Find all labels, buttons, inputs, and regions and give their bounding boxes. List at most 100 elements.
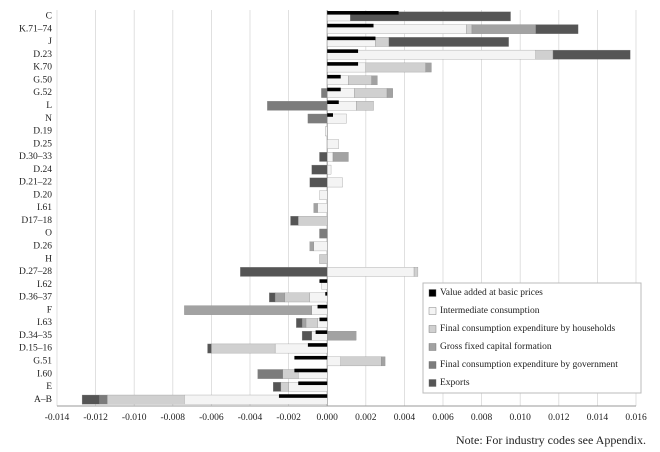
bar-segment — [267, 101, 328, 111]
bar-segment — [309, 241, 314, 252]
x-tick-label: -0.012 — [83, 413, 108, 423]
y-tick-label: D.30–33 — [19, 152, 52, 162]
bar-segment — [471, 24, 536, 34]
legend-swatch — [428, 307, 437, 315]
y-tick-label: I.60 — [37, 369, 52, 379]
bar-segment — [313, 203, 318, 213]
bar-segment — [321, 88, 328, 98]
y-tick-label: D.21–22 — [19, 178, 52, 188]
bar-segment — [327, 177, 343, 188]
bar-segment — [81, 394, 100, 405]
value-added-bar — [327, 23, 374, 28]
bar-segment — [327, 49, 536, 60]
bar-segment — [317, 203, 328, 213]
x-tick-label: 0.006 — [432, 413, 454, 423]
y-tick-label: D.36–37 — [19, 293, 52, 303]
bar-segment — [375, 37, 390, 47]
y-tick-label: I.62 — [37, 280, 52, 290]
x-tick-label: 0.000 — [317, 413, 339, 423]
y-tick-label: O — [45, 229, 52, 239]
y-tick-label: D.27–28 — [19, 267, 52, 277]
legend-swatch — [428, 361, 437, 369]
x-tick-label: 0.002 — [355, 413, 377, 423]
bar-segment — [552, 49, 631, 60]
legend-label: Value added at basic prices — [440, 288, 543, 298]
y-tick-label: E — [46, 382, 52, 392]
legend-label: Intermediate consumption — [440, 306, 540, 316]
value-added-bar — [327, 49, 359, 53]
y-tick-label: H — [45, 254, 52, 264]
bar-segment — [413, 267, 419, 277]
x-tick-label: -0.014 — [45, 413, 70, 423]
bar-segment — [327, 152, 334, 162]
value-added-bar — [319, 317, 328, 322]
y-tick-label: D.24 — [33, 165, 52, 175]
bar-segment — [371, 75, 378, 86]
bar-segment — [327, 139, 339, 149]
bar-segment — [207, 343, 212, 354]
legend-label: Exports — [440, 378, 470, 388]
y-tick-label: G.51 — [33, 356, 52, 366]
bar-segment — [348, 75, 372, 86]
bar-segment — [99, 394, 108, 405]
x-tick-label: 0.004 — [394, 413, 416, 423]
value-added-bar — [315, 330, 328, 334]
bar-segment — [274, 292, 285, 303]
bar-segment — [309, 292, 328, 303]
bar-segment — [327, 164, 332, 175]
bar-segment — [350, 11, 511, 22]
bar-segment — [388, 37, 509, 47]
value-added-bar — [327, 11, 399, 15]
bar-segment — [284, 292, 310, 303]
x-tick-label: 0.014 — [587, 413, 609, 423]
y-tick-label: D.26 — [33, 242, 52, 252]
bar-segment — [365, 62, 426, 73]
value-added-bar — [294, 355, 328, 360]
value-added-bar — [294, 368, 328, 373]
bar-segment — [386, 88, 393, 98]
y-tick-label: K.71–74 — [19, 24, 52, 34]
y-tick-label: A–B — [34, 395, 52, 405]
legend-label: Final consumption expenditure by governm… — [440, 360, 618, 370]
bar-segment — [319, 152, 328, 162]
value-added-bar — [278, 394, 328, 398]
value-added-bar — [327, 87, 341, 92]
x-tick-label: 0.010 — [510, 413, 532, 423]
y-tick-label: G.50 — [33, 75, 52, 85]
value-added-bar — [317, 304, 328, 309]
y-tick-label: F — [47, 305, 52, 315]
y-tick-label: J — [48, 37, 52, 47]
bar-segment — [311, 164, 328, 175]
legend-label: Final consumption expenditure by househo… — [440, 324, 616, 334]
legend-label: Gross fixed capital formation — [440, 341, 552, 352]
value-added-bar — [298, 381, 328, 386]
legend-swatch — [428, 289, 437, 297]
y-tick-label: C — [46, 12, 52, 22]
x-tick-label: -0.002 — [276, 413, 301, 423]
y-tick-label: G.52 — [33, 88, 52, 98]
value-added-bar — [327, 36, 376, 41]
x-tick-label: -0.010 — [122, 413, 147, 423]
value-added-bar — [327, 113, 333, 117]
y-tick-label: N — [45, 114, 52, 124]
x-tick-label: 0.016 — [625, 413, 647, 423]
bar-segment — [327, 267, 415, 277]
bar-segment — [290, 216, 299, 226]
bar-segment — [240, 267, 328, 277]
bar-segment — [325, 126, 328, 137]
bar-segment — [211, 343, 276, 354]
bar-segment — [381, 356, 386, 367]
bar-segment — [425, 62, 432, 73]
bar-segment — [327, 330, 357, 341]
y-tick-label: I.61 — [37, 203, 52, 213]
legend-swatch — [428, 343, 437, 351]
value-added-bar — [327, 74, 341, 79]
value-added-bar — [325, 292, 328, 296]
bar-segment — [319, 228, 328, 239]
bar-segment — [301, 318, 307, 328]
y-tick-label: D.15–16 — [19, 344, 52, 354]
bar-segment — [466, 24, 473, 34]
bar-segment — [305, 318, 318, 328]
